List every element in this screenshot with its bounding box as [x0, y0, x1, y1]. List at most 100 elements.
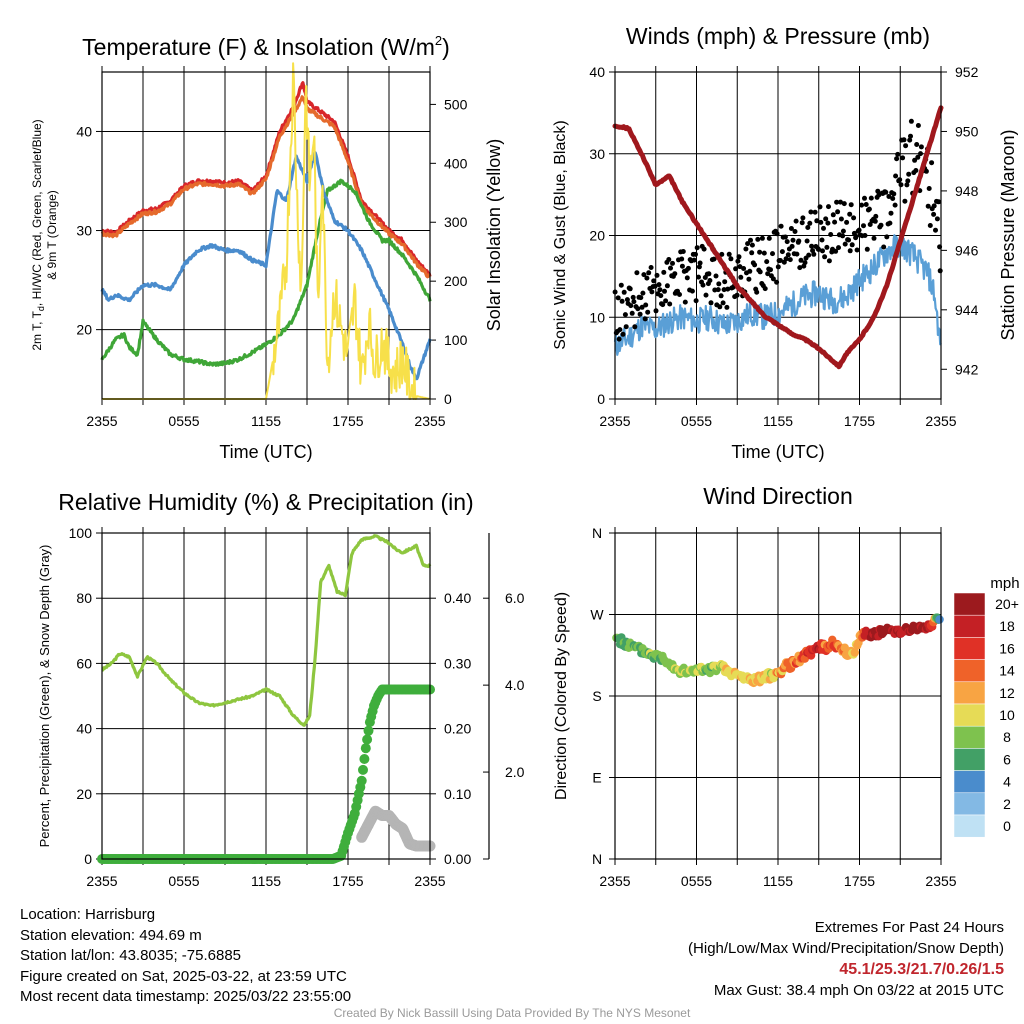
gust-point	[689, 288, 695, 294]
gust-point	[667, 301, 673, 307]
gust-point	[658, 293, 664, 299]
legend-title: mph	[990, 575, 1019, 592]
y-tick-label: 60	[76, 655, 92, 671]
gust-point	[812, 209, 818, 215]
series-line	[100, 95, 432, 279]
gust-point	[832, 219, 838, 225]
gust-point	[666, 257, 672, 262]
wind-pressure-panel: Winds (mph) & Pressure (mb) 2355 0555 1155…	[552, 23, 1018, 462]
temperature-title: Temperature (F) & Insolation (W/m2)	[82, 33, 450, 60]
legend-label: 14	[999, 663, 1015, 679]
gust-point	[792, 229, 798, 234]
gust-point	[884, 234, 890, 240]
gust-point	[693, 298, 699, 304]
gust-point	[835, 209, 841, 215]
y2-tick-label: 946	[955, 242, 979, 258]
gust-point	[934, 216, 940, 222]
gust-point	[754, 289, 760, 295]
y-tick-label: 20	[589, 228, 605, 244]
gust-point	[634, 270, 640, 276]
gust-point	[893, 173, 899, 179]
plot-frame	[614, 71, 942, 400]
gust-point	[761, 250, 767, 256]
gust-point	[833, 248, 839, 254]
y-tick-label: 40	[76, 123, 92, 139]
y-tick-label: 30	[76, 223, 92, 239]
gust-point	[783, 256, 789, 262]
x-tick-label: 1155	[251, 413, 281, 429]
x-tick-label: 1155	[251, 873, 281, 889]
x-tick-label: 0555	[681, 873, 712, 889]
legend-swatch	[953, 637, 986, 660]
gust-point	[862, 233, 868, 238]
gust-point	[849, 242, 855, 248]
gust-point	[888, 210, 894, 216]
gust-point	[894, 156, 900, 162]
gust-point	[824, 244, 830, 250]
gust-point	[677, 292, 682, 297]
gust-point	[915, 154, 921, 160]
gust-point	[654, 272, 660, 278]
gust-point	[657, 287, 663, 293]
gust-point	[622, 312, 628, 318]
gust-point	[851, 215, 857, 221]
gust-point	[914, 142, 920, 147]
y2-tick-label: 952	[955, 64, 979, 80]
gust-point	[755, 236, 761, 242]
gust-point	[854, 247, 860, 253]
y-tick-label: E	[592, 770, 601, 786]
direction-title: Wind Direction	[703, 483, 853, 509]
legend-label: 6	[1003, 751, 1011, 767]
humidity-precip-panel: Relative Humidity (%) & Precipitation (i…	[37, 489, 525, 889]
y-tick-label: N	[592, 525, 602, 541]
gust-point	[838, 199, 843, 205]
gust-point	[898, 182, 904, 188]
y2-tick-label: 0.30	[444, 655, 471, 671]
gust-point	[715, 287, 721, 293]
gust-point	[748, 237, 753, 243]
y-tick-label: S	[592, 688, 601, 704]
gust-point	[796, 238, 802, 244]
gust-point	[853, 234, 859, 239]
gust-point	[933, 227, 938, 233]
gust-point	[651, 278, 657, 284]
wind-title: Winds (mph) & Pressure (mb)	[626, 23, 930, 49]
max-gust: Max Gust: 38.4 mph On 03/22 at 2015 UTC	[713, 982, 1004, 999]
x-tick-label: 0555	[681, 413, 712, 429]
gust-point	[891, 191, 897, 197]
y2-tick-label: 400	[444, 155, 468, 171]
y-tick-label: 0	[84, 851, 92, 867]
gust-point	[904, 182, 910, 188]
gust-point	[923, 168, 929, 174]
gust-point	[918, 151, 923, 157]
gust-point	[624, 297, 630, 303]
y2-tick-label: 300	[444, 214, 468, 230]
y2-tick-label: 0.40	[444, 590, 471, 606]
y2-tick-label: 200	[444, 273, 468, 289]
gust-point	[847, 211, 853, 217]
precip-point	[363, 725, 374, 736]
gust-point	[931, 203, 937, 209]
gust-point	[840, 228, 846, 234]
y2-tick-label: 948	[955, 183, 979, 199]
gust-point	[823, 216, 829, 222]
x-tick-label: 2355	[599, 413, 630, 429]
gust-point	[915, 123, 921, 128]
gust-point	[826, 258, 832, 264]
x-tick-label: 2355	[414, 413, 445, 429]
gust-point	[694, 245, 700, 251]
gust-point	[774, 231, 780, 237]
gust-point	[775, 264, 781, 270]
y-tick-label: 10	[589, 309, 605, 325]
gust-point	[897, 177, 903, 183]
y3-tick-label: 6.0	[505, 590, 525, 606]
x-tick-label: 1755	[332, 413, 363, 429]
gust-point	[708, 300, 714, 306]
direction-point	[935, 615, 944, 624]
direction-y-label: Direction (Colored By Speed)	[553, 592, 570, 800]
gust-point	[834, 199, 840, 205]
gust-point	[808, 209, 814, 215]
gust-point	[660, 302, 666, 308]
gust-point	[668, 265, 673, 271]
gust-point	[720, 300, 726, 306]
